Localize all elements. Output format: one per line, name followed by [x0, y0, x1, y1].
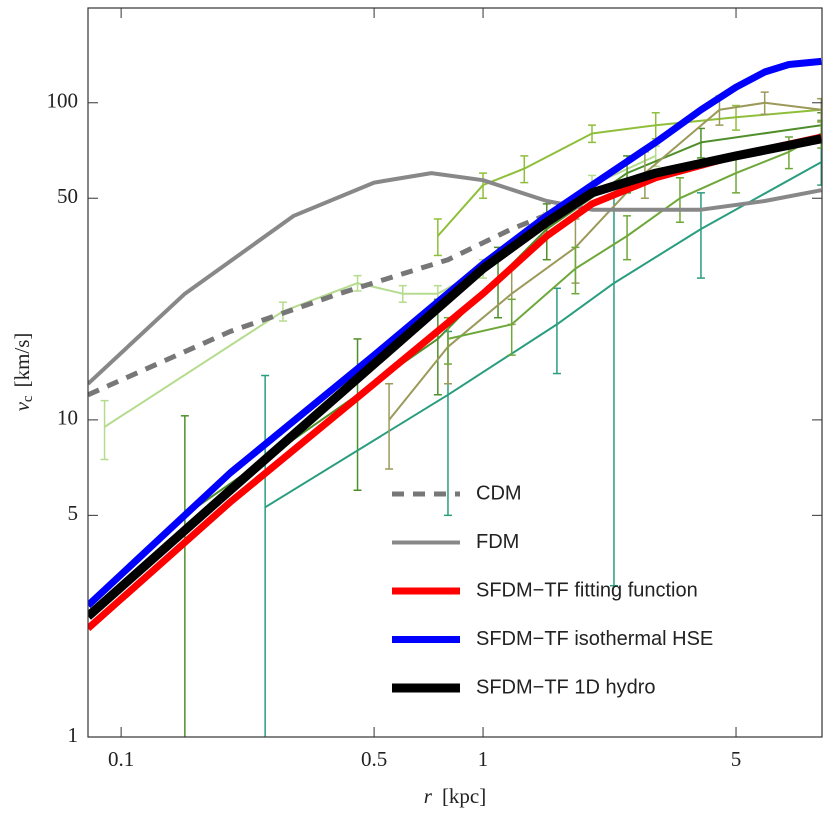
legend-label: SFDM−TF fitting function	[476, 579, 698, 601]
x-label-symbol: r	[424, 784, 433, 808]
error-bar	[552, 287, 561, 375]
error-bar	[675, 177, 684, 223]
error-bar	[609, 194, 618, 587]
y-tick-label: 100	[47, 89, 79, 113]
x-label-unit: [kpc]	[442, 784, 486, 808]
error-bar	[433, 218, 442, 257]
model-curve	[88, 57, 822, 608]
model-curve	[88, 134, 822, 620]
error-bar	[261, 374, 270, 737]
error-bar	[353, 338, 362, 491]
legend-label: SFDM−TF 1D hydro	[476, 676, 655, 698]
error-bar	[385, 383, 394, 470]
model-curve	[88, 204, 568, 398]
legend-label: CDM	[476, 482, 522, 504]
error-bar	[696, 192, 705, 279]
x-tick-label: 5	[731, 747, 742, 771]
error-bar	[507, 298, 516, 356]
legend-label: SFDM−TF isothermal HSE	[476, 628, 713, 650]
y-axis-label: vc [km/s]	[10, 333, 37, 412]
error-bar	[571, 246, 580, 295]
galaxy-curve	[437, 108, 822, 237]
legend-label: FDM	[476, 531, 519, 553]
error-bar	[623, 215, 632, 261]
plot-area	[88, 57, 822, 737]
galaxy-curve	[264, 161, 822, 509]
y-tick-label: 1	[68, 723, 79, 747]
error-bar	[100, 399, 109, 461]
model-curve	[88, 171, 822, 386]
frame	[87, 7, 823, 738]
galaxy-curve	[447, 132, 822, 340]
y-tick-label: 50	[57, 184, 78, 208]
model-curve	[88, 133, 822, 632]
y-label-symbol: v	[10, 401, 34, 411]
y-label-subscript: c	[20, 395, 36, 402]
error-bar	[180, 415, 189, 737]
x-tick-label: 1	[478, 747, 489, 771]
x-axis-label: r [kpc]	[424, 784, 487, 808]
x-tick-label: 0.5	[361, 747, 387, 771]
y-tick-label: 10	[57, 406, 78, 430]
x-tick-label: 0.1	[108, 747, 134, 771]
y-tick-label: 5	[68, 501, 79, 525]
y-label-unit: [km/s]	[10, 333, 34, 388]
